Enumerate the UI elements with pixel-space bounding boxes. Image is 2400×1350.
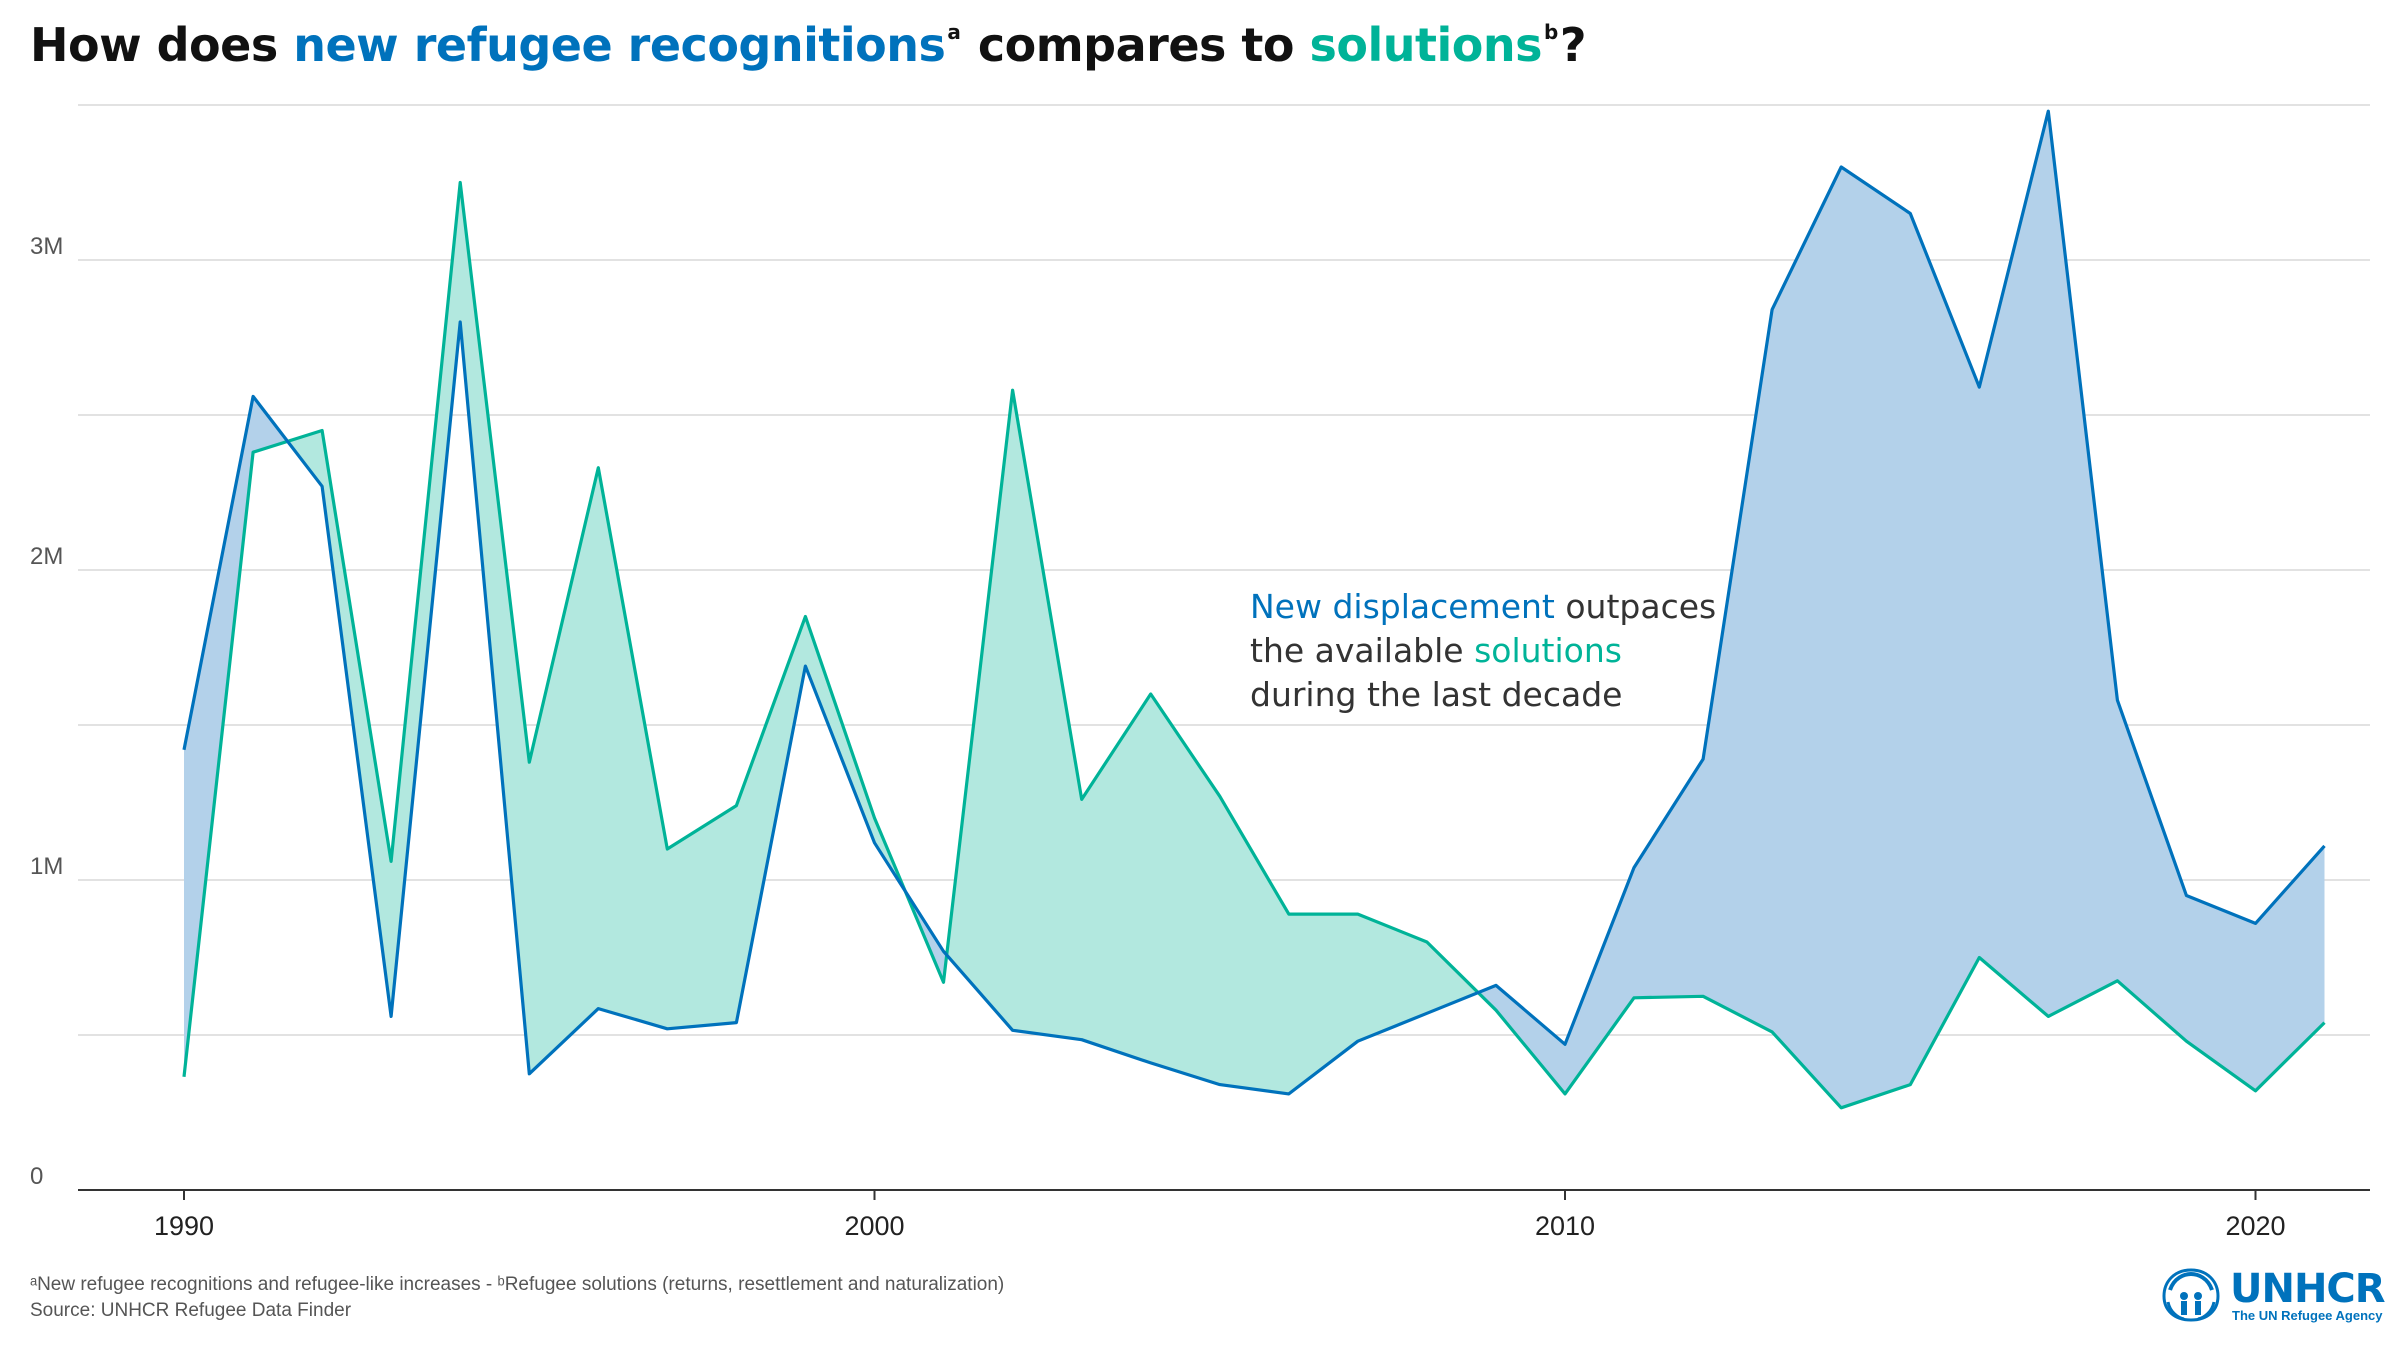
chart-title: How does new refugee recognitions a compa… [30, 18, 1587, 72]
y-tick-label: 1M [30, 853, 63, 880]
solutions-line [182, 180, 2326, 1110]
logo-wordmark: UNHCR [2230, 1266, 2386, 1312]
title-footnote-marker-a: a [947, 20, 961, 44]
x-tick-label: 2010 [1535, 1211, 1595, 1241]
footnote-definitions: ᵃNew refugee recognitions and refugee-li… [30, 1274, 1005, 1295]
annotation-solutions: solutions [1474, 631, 1622, 670]
y-tick-label: 3M [30, 233, 63, 260]
recognitions-line [182, 109, 2326, 1096]
unhcr-logo: UNHCR The UN Refugee Agency [2160, 1266, 2386, 1326]
title-recognitions-term: new refugee recognitions [293, 18, 946, 72]
x-tick-label: 2020 [2225, 1211, 2285, 1241]
title-footnote-marker-b: b [1544, 20, 1558, 44]
annotation-new-displacement: New displacement [1250, 587, 1555, 626]
axes: 0 1M 2M 3M 1990 2000 2010 2020 [30, 233, 2370, 1241]
difference-fills [184, 111, 2325, 1108]
footnote-source: Source: UNHCR Refugee Data Finder [30, 1300, 352, 1321]
y-tick-label: 0 [30, 1163, 43, 1190]
x-tick-label: 1990 [154, 1211, 214, 1241]
series-lines [182, 109, 2326, 1110]
chart-annotation: New displacement outpaces the available … [1250, 587, 1717, 714]
x-tick-label: 2000 [844, 1211, 904, 1241]
title-solutions-term: solutions [1309, 18, 1543, 72]
logo-tagline: The UN Refugee Agency [2232, 1308, 2383, 1323]
y-tick-label: 2M [30, 543, 63, 570]
footnote: ᵃNew refugee recognitions and refugee-li… [30, 1272, 1004, 1324]
unhcr-emblem-icon [2162, 1268, 2220, 1322]
